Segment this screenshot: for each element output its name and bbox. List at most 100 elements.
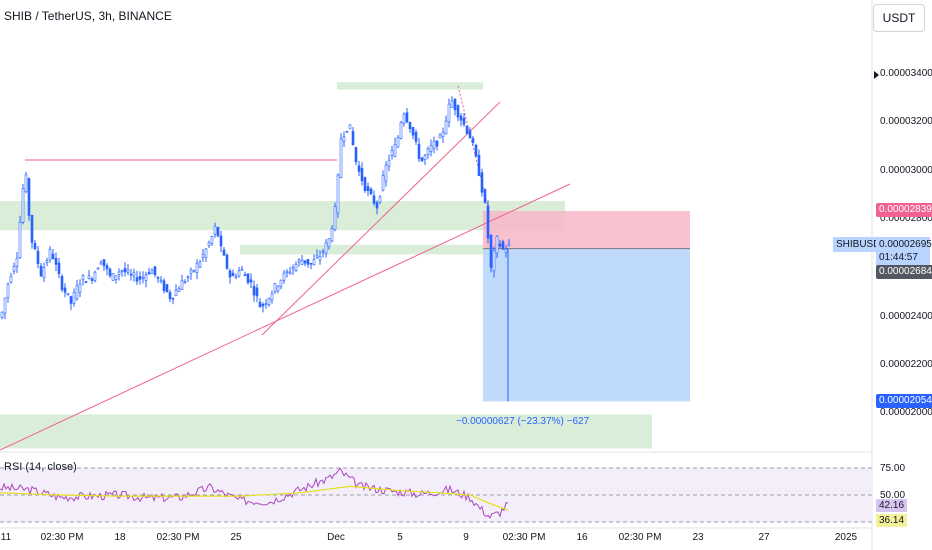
candle-body — [201, 254, 205, 258]
candle-body — [162, 280, 166, 291]
price-tick-label: 0.00002000 — [880, 407, 932, 418]
candle-body — [282, 272, 286, 281]
candle-body — [384, 164, 388, 182]
candle-body — [195, 262, 199, 273]
candle-body — [150, 269, 154, 274]
candle-body — [291, 267, 295, 270]
time-tick-label: 25 — [230, 532, 242, 543]
candle-body — [0, 311, 4, 318]
price-tick-label: 0.00002200 — [880, 359, 932, 370]
candle-body — [210, 236, 214, 244]
current-price-tag: 0.00002695 01:44:57 — [876, 237, 932, 267]
candle-body — [354, 147, 358, 163]
candle-body — [483, 189, 487, 203]
candle-body — [249, 279, 253, 283]
time-tick-label: 16 — [576, 532, 588, 543]
candle-body — [324, 242, 328, 254]
candle-body — [81, 275, 85, 281]
rsi-title: RSI (14, close) — [4, 461, 77, 473]
candle-body — [219, 235, 223, 247]
time-tick-label: 18 — [114, 532, 126, 543]
candle-body — [255, 287, 259, 297]
candle-body — [48, 248, 52, 261]
candle-body — [372, 195, 376, 204]
time-tick-label: 02:30 PM — [40, 532, 84, 543]
candle-body — [489, 234, 493, 268]
time-tick-label: 9 — [463, 532, 469, 543]
candle-body — [342, 136, 346, 142]
candle-body — [459, 115, 463, 121]
stop-zone — [483, 211, 690, 249]
candle-body — [261, 303, 265, 307]
candle-body — [186, 276, 190, 279]
position-measure-label: −0.00000627 (−23.37%) −627 — [456, 416, 590, 427]
candle-body — [264, 303, 268, 305]
candle-body — [426, 148, 430, 155]
price-tick-label: 0.00003200 — [880, 116, 932, 127]
candle-body — [111, 273, 115, 281]
candle-body — [51, 253, 55, 259]
candle-body — [345, 130, 349, 133]
candle-body — [321, 251, 325, 253]
candle-body — [258, 301, 262, 308]
candle-body — [465, 125, 469, 134]
candle-body — [12, 266, 16, 272]
candle-body — [27, 178, 31, 216]
candle-body — [501, 241, 505, 250]
candle-body — [315, 255, 319, 258]
candle-body — [429, 145, 433, 152]
candle-body — [135, 277, 139, 282]
rsi-line — [0, 467, 509, 519]
candle-body — [117, 271, 121, 275]
candle-body — [252, 286, 256, 296]
price-tick-label: 0.00003400 — [880, 68, 932, 79]
candle-body — [408, 121, 412, 130]
candle-body — [477, 154, 481, 176]
candle-body — [327, 238, 331, 247]
candle-body — [123, 268, 127, 273]
candle-body — [243, 274, 247, 276]
candle-body — [435, 140, 439, 147]
time-tick-label: 11 — [0, 532, 12, 543]
candle-body — [246, 273, 250, 283]
candle-body — [471, 138, 475, 144]
candle-body — [18, 221, 22, 258]
candle-body — [297, 259, 301, 263]
candle-body — [207, 242, 211, 246]
rsi-tick-label: 75.00 — [880, 463, 906, 474]
candle-body — [96, 267, 100, 270]
candle-body — [303, 260, 307, 264]
candle-body — [213, 225, 217, 235]
candle-body — [3, 297, 7, 314]
target-price-tag: 0.00002054 — [876, 394, 932, 408]
countdown-timer: 01:44:57 — [879, 252, 918, 263]
candle-body — [180, 280, 184, 290]
candle-body — [138, 276, 142, 280]
candle-body — [147, 272, 151, 275]
candle-body — [402, 113, 406, 124]
currency-selector[interactable]: USDT — [873, 4, 925, 32]
candle-body — [504, 249, 508, 253]
candle-body — [474, 144, 478, 157]
candle-body — [120, 270, 124, 272]
candle-body — [348, 124, 352, 130]
trendline — [0, 183, 571, 451]
candle-body — [84, 281, 88, 283]
candle-body — [78, 283, 82, 293]
candle-body — [174, 290, 178, 296]
candle-body — [30, 214, 34, 243]
candle-body — [441, 131, 445, 137]
price-tick-label: 0.00003000 — [880, 165, 932, 176]
support-zone — [240, 244, 515, 255]
candle-body — [156, 277, 160, 279]
candle-body — [93, 271, 97, 281]
time-tick-label: 23 — [692, 532, 704, 543]
candle-body — [393, 144, 397, 157]
rsi-tick-label: 50.00 — [880, 490, 906, 501]
candle-body — [90, 278, 94, 281]
candle-body — [357, 165, 361, 172]
candle-body — [141, 276, 145, 279]
candle-body — [480, 172, 484, 193]
candle-body — [204, 248, 208, 258]
